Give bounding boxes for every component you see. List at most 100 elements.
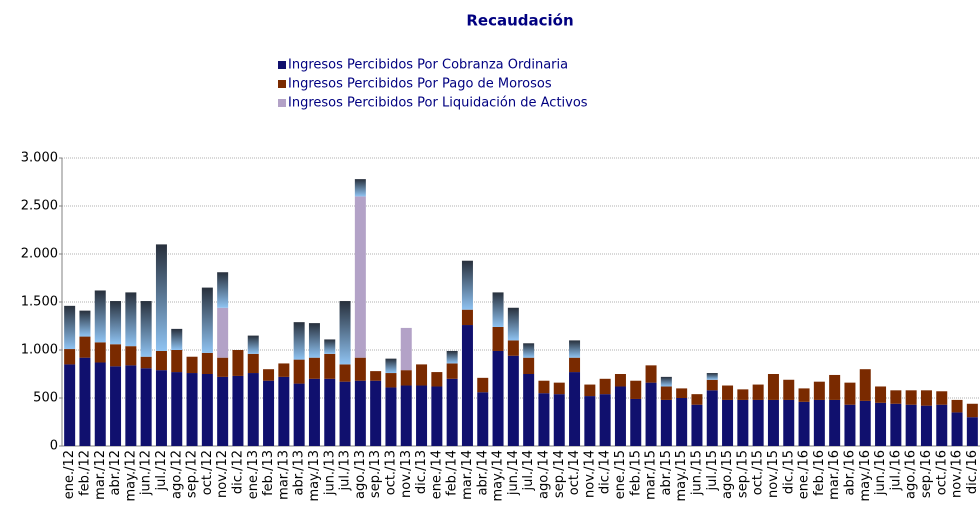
x-tick-label: jun./14 <box>506 450 521 496</box>
bar-segment <box>125 365 137 446</box>
bar-segment <box>140 301 152 357</box>
bar-segment <box>507 307 519 341</box>
bar-segment <box>263 369 275 381</box>
x-tick-label: abr./12 <box>108 450 123 495</box>
y-tick-label: 1.500 <box>21 295 58 310</box>
bar-segment <box>217 376 229 446</box>
x-tick-label: jun./15 <box>689 450 704 496</box>
bar-segment <box>171 372 183 446</box>
bar-segment <box>400 327 412 371</box>
bar-segment <box>217 307 229 358</box>
bar-segment <box>813 381 825 400</box>
bar-segment <box>737 399 749 446</box>
x-tick-label: nov./13 <box>399 450 414 498</box>
x-tick-label: mar./16 <box>827 450 842 500</box>
x-tick-label: nov./12 <box>215 450 230 498</box>
x-tick-label: abr./16 <box>842 450 857 495</box>
bar-segment <box>110 366 122 446</box>
bar-segment <box>507 340 519 356</box>
bar-segment <box>354 357 366 381</box>
bar-segment <box>920 405 932 446</box>
x-tick-label: jul./16 <box>888 450 903 492</box>
bar-segment <box>461 325 473 446</box>
bar-segment <box>691 394 703 405</box>
bar-segment <box>79 357 91 446</box>
bar-segment <box>569 372 581 446</box>
bar-segment <box>232 350 244 376</box>
bar-segment <box>385 373 397 388</box>
x-tick-label: oct./16 <box>934 450 949 495</box>
x-tick-label: oct./14 <box>567 450 582 495</box>
bar-segment <box>446 363 458 379</box>
legend-label: Ingresos Percibidos Por Cobranza Ordinar… <box>288 58 568 73</box>
bar-segment <box>64 349 76 365</box>
bar-segment <box>660 399 672 446</box>
x-tick-label: ago./16 <box>904 450 919 499</box>
bar-segment <box>614 374 626 387</box>
y-tick-label: 3.000 <box>21 151 58 166</box>
bar-segment <box>706 390 718 446</box>
bar-segment <box>752 384 764 400</box>
bar-segment <box>293 359 305 384</box>
bar-segment <box>630 380 642 399</box>
bar-segment <box>416 385 428 446</box>
x-tick-label: jun./16 <box>873 450 888 496</box>
x-tick-label: ago./15 <box>720 450 735 499</box>
bar-segment <box>155 350 167 371</box>
bar-segment <box>385 358 397 374</box>
bar-segment <box>538 393 550 446</box>
bar-segment <box>829 374 841 400</box>
bar-segment <box>722 399 734 446</box>
bar-segment <box>110 301 122 345</box>
bar-segment <box>477 377 489 393</box>
bar-segment <box>492 292 504 327</box>
bar-segment <box>247 373 259 446</box>
legend-swatch <box>278 99 286 107</box>
bar-segment <box>599 394 611 446</box>
bar-segment <box>507 355 519 446</box>
bar-segment <box>783 399 795 446</box>
x-tick-label: sep./16 <box>919 450 934 498</box>
x-tick-label: jul./13 <box>338 450 353 492</box>
x-tick-label: ago./14 <box>536 450 551 499</box>
bar-segment <box>859 400 871 446</box>
y-tick-label: 2.500 <box>21 199 58 214</box>
bar-segment <box>339 301 351 365</box>
x-tick-label: abr./15 <box>659 450 674 495</box>
bar-segment <box>79 310 91 337</box>
bar-segment <box>110 344 122 367</box>
x-tick-label: ago./12 <box>169 450 184 499</box>
y-tick-label: 2.000 <box>21 247 58 262</box>
x-tick-label: may./16 <box>858 450 873 502</box>
bar-segment <box>829 399 841 446</box>
bar-segment <box>446 350 458 364</box>
x-tick-label: abr./14 <box>475 450 490 495</box>
bar-segment <box>920 390 932 406</box>
bar-segment <box>676 388 688 398</box>
x-tick-label: ene./15 <box>613 450 628 499</box>
bar-segment <box>385 387 397 446</box>
bar-segment <box>416 364 428 386</box>
x-tick-label: sep./13 <box>368 450 383 498</box>
bar-segment <box>492 350 504 446</box>
bar-segment <box>875 386 887 403</box>
bar-segment <box>645 382 657 446</box>
bar-segment <box>201 374 213 446</box>
x-tick-label: oct./12 <box>200 450 215 495</box>
bar-segment <box>171 350 183 373</box>
bar-segment <box>630 398 642 446</box>
bar-segment <box>569 357 581 373</box>
bar-segment <box>538 380 550 394</box>
x-tick-label: ago./13 <box>353 450 368 499</box>
bar-segment <box>523 374 535 446</box>
bar-segment <box>477 392 489 446</box>
x-tick-label: oct./15 <box>751 450 766 495</box>
x-tick-label: nov./15 <box>766 450 781 498</box>
bar-segment <box>584 396 596 446</box>
bar-segment <box>813 399 825 446</box>
bar-segment <box>247 335 259 354</box>
bar-segment <box>354 380 366 446</box>
bar-segment <box>431 372 443 387</box>
x-tick-label: mar./13 <box>276 450 291 500</box>
bar-segment <box>354 179 366 197</box>
